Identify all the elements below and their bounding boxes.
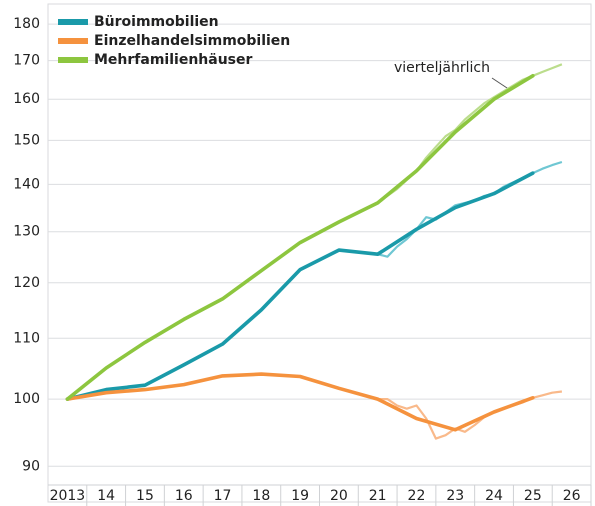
legend-swatch	[58, 57, 88, 63]
y-tick-label: 180	[13, 16, 40, 32]
y-tick-label: 120	[13, 275, 40, 291]
series-line	[65, 171, 535, 401]
y-tick-label: 160	[13, 91, 40, 107]
x-tick-label: 26	[563, 488, 581, 504]
x-tick-label: 22	[408, 488, 426, 504]
legend-label: Büroimmobilien	[94, 14, 219, 30]
x-tick-label: 15	[136, 488, 154, 504]
x-tick-label: 17	[214, 488, 232, 504]
quarterly-line	[377, 160, 563, 258]
legend-swatch	[58, 19, 88, 25]
x-tick-label: 24	[485, 488, 503, 504]
y-tick-label: 150	[13, 132, 40, 148]
annotation: vierteljährlich	[394, 60, 490, 76]
y-tick-label: 110	[13, 330, 40, 346]
x-tick-label: 19	[291, 488, 309, 504]
x-tick-label: 20	[330, 488, 348, 504]
x-tick-label: 16	[175, 488, 193, 504]
annotation-pointer	[491, 77, 511, 91]
x-tick-label: 14	[97, 488, 115, 504]
x-tick-label: 2013	[50, 488, 86, 504]
x-tick-label: 23	[446, 488, 464, 504]
y-tick-label: 130	[13, 224, 40, 240]
series-line	[65, 74, 535, 401]
legend-swatch	[58, 38, 88, 44]
plot-frame	[47, 3, 592, 503]
x-tick-label: 18	[252, 488, 270, 504]
series-line	[65, 372, 535, 432]
y-tick-label: 100	[13, 391, 40, 407]
y-tick-label: 140	[13, 176, 40, 192]
y-tick-label: 90	[22, 458, 40, 474]
y-tick-label: 170	[13, 53, 40, 69]
x-tick-label: 21	[369, 488, 387, 504]
legend-label: Einzelhandelsimmobilien	[94, 33, 290, 49]
x-tick-label: 25	[524, 488, 542, 504]
legend-label: Mehrfamilienhäuser	[94, 52, 252, 68]
